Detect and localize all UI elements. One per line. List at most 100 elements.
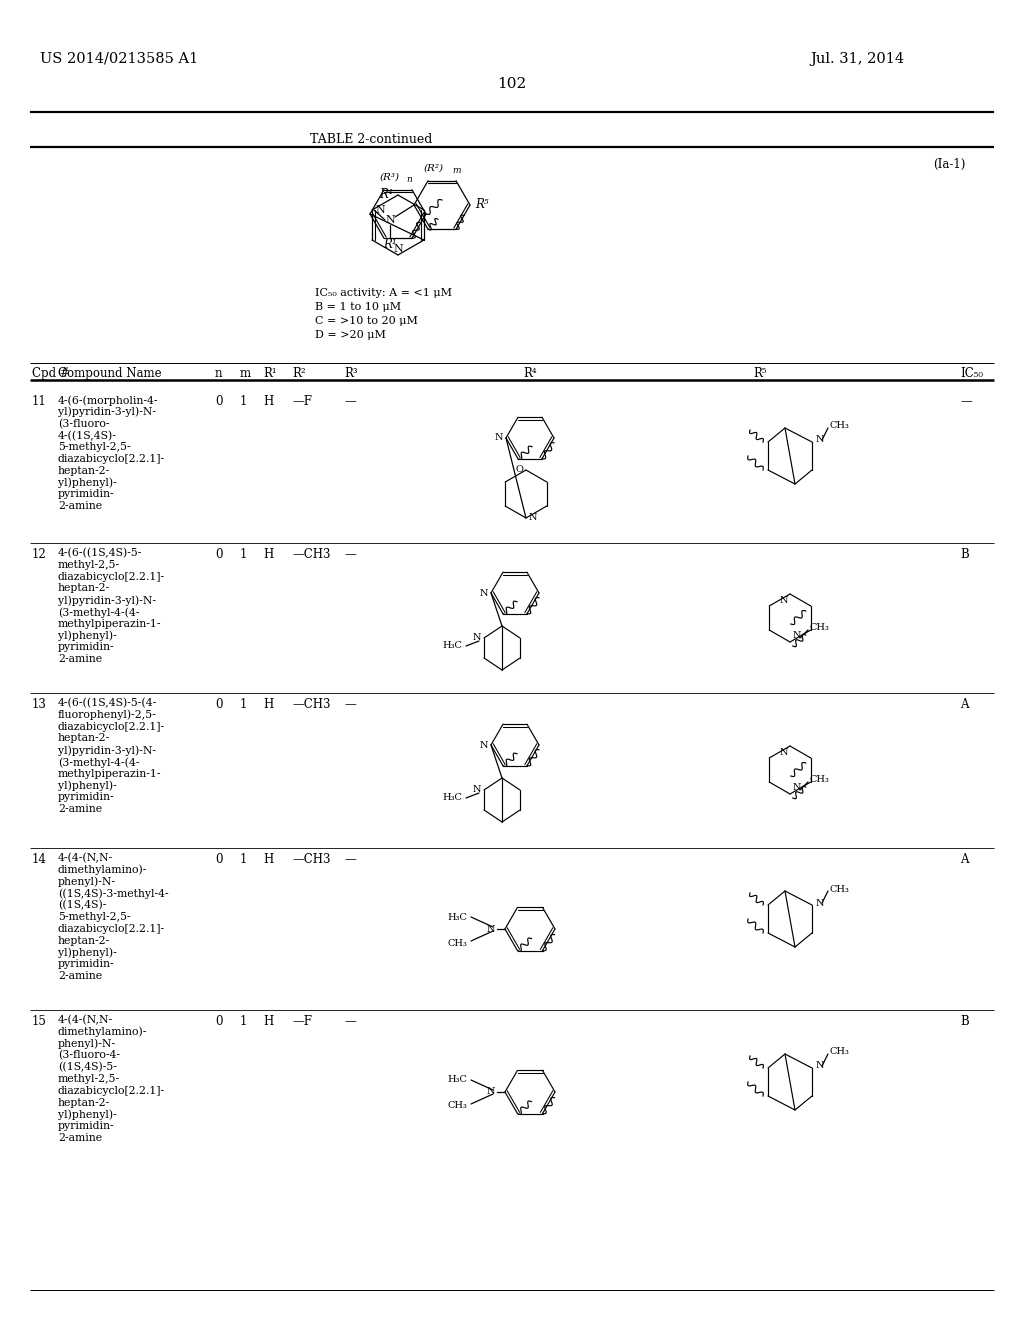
Text: 4-(4-(N,N-: 4-(4-(N,N- <box>58 853 113 863</box>
Text: N: N <box>816 436 824 445</box>
Text: N: N <box>779 748 788 756</box>
Text: 11: 11 <box>32 395 47 408</box>
Text: N: N <box>472 634 481 643</box>
Text: dimethylamino)-: dimethylamino)- <box>58 1027 147 1038</box>
Text: heptan-2-: heptan-2- <box>58 936 111 945</box>
Text: —: — <box>344 548 355 561</box>
Text: R³: R³ <box>344 367 357 380</box>
Text: diazabicyclo[2.2.1]-: diazabicyclo[2.2.1]- <box>58 572 165 582</box>
Text: ((1S,4S)-3-methyl-4-: ((1S,4S)-3-methyl-4- <box>58 888 169 899</box>
Text: CH₃: CH₃ <box>830 421 850 430</box>
Text: —CH3: —CH3 <box>292 853 331 866</box>
Text: ((1S,4S)-5-: ((1S,4S)-5- <box>58 1063 117 1073</box>
Text: (3-fluoro-4-: (3-fluoro-4- <box>58 1051 120 1061</box>
Text: —F: —F <box>292 1015 312 1028</box>
Text: methyl-2,5-: methyl-2,5- <box>58 1074 120 1084</box>
Text: yl)phenyl)-: yl)phenyl)- <box>58 478 117 488</box>
Text: CH₃: CH₃ <box>830 884 850 894</box>
Text: 2-amine: 2-amine <box>58 1133 102 1143</box>
Text: pyrimidin-: pyrimidin- <box>58 792 115 803</box>
Text: pyrimidin-: pyrimidin- <box>58 1121 115 1131</box>
Text: Cpd #: Cpd # <box>32 367 70 380</box>
Text: heptan-2-: heptan-2- <box>58 1098 111 1107</box>
Text: H: H <box>263 1015 273 1028</box>
Text: —: — <box>344 395 355 408</box>
Text: dimethylamino)-: dimethylamino)- <box>58 865 147 875</box>
Text: 4-(6-((1S,4S)-5-: 4-(6-((1S,4S)-5- <box>58 548 142 558</box>
Text: methyl-2,5-: methyl-2,5- <box>58 560 120 570</box>
Text: IC₅₀ activity: A = <1 μM: IC₅₀ activity: A = <1 μM <box>315 288 452 298</box>
Text: 2-amine: 2-amine <box>58 502 102 511</box>
Text: fluorophenyl)-2,5-: fluorophenyl)-2,5- <box>58 710 157 721</box>
Text: 14: 14 <box>32 853 47 866</box>
Text: 0: 0 <box>215 1015 222 1028</box>
Text: H: H <box>263 548 273 561</box>
Text: phenyl)-N-: phenyl)-N- <box>58 1039 116 1049</box>
Text: R⁴: R⁴ <box>523 367 537 380</box>
Text: —F: —F <box>292 395 312 408</box>
Text: pyrimidin-: pyrimidin- <box>58 643 115 652</box>
Text: A: A <box>961 698 969 711</box>
Text: R⁴: R⁴ <box>379 189 393 202</box>
Text: —CH3: —CH3 <box>292 698 331 711</box>
Text: CH₃: CH₃ <box>447 1101 467 1110</box>
Text: ((1S,4S)-: ((1S,4S)- <box>58 900 106 911</box>
Text: N: N <box>479 589 488 598</box>
Text: diazabicyclo[2.2.1]-: diazabicyclo[2.2.1]- <box>58 1086 165 1096</box>
Text: heptan-2-: heptan-2- <box>58 734 111 743</box>
Text: TABLE 2-continued: TABLE 2-continued <box>310 133 432 147</box>
Text: 4-((1S,4S)-: 4-((1S,4S)- <box>58 430 117 441</box>
Text: N: N <box>779 597 788 605</box>
Text: R¹: R¹ <box>383 238 397 251</box>
Text: 12: 12 <box>32 548 47 561</box>
Text: 0: 0 <box>215 395 222 408</box>
Text: R¹: R¹ <box>263 367 276 380</box>
Text: (R³): (R³) <box>380 173 400 182</box>
Text: CH₃: CH₃ <box>447 939 467 948</box>
Text: yl)pyridin-3-yl)-N-: yl)pyridin-3-yl)-N- <box>58 595 156 606</box>
Text: 5-methyl-2,5-: 5-methyl-2,5- <box>58 442 131 453</box>
Text: US 2014/0213585 A1: US 2014/0213585 A1 <box>40 51 199 66</box>
Text: 1: 1 <box>240 548 248 561</box>
Text: N: N <box>793 631 802 640</box>
Text: diazabicyclo[2.2.1]-: diazabicyclo[2.2.1]- <box>58 454 165 465</box>
Text: 5-methyl-2,5-: 5-methyl-2,5- <box>58 912 131 921</box>
Text: n: n <box>406 176 412 183</box>
Text: (R²): (R²) <box>424 164 444 173</box>
Text: B = 1 to 10 μM: B = 1 to 10 μM <box>315 302 401 312</box>
Text: IC₅₀: IC₅₀ <box>961 367 983 380</box>
Text: yl)pyridin-3-yl)-N-: yl)pyridin-3-yl)-N- <box>58 746 156 756</box>
Text: 0: 0 <box>215 548 222 561</box>
Text: N: N <box>486 924 495 933</box>
Text: 4-(6-(morpholin-4-: 4-(6-(morpholin-4- <box>58 395 159 405</box>
Text: N: N <box>495 433 503 442</box>
Text: H: H <box>263 853 273 866</box>
Text: H: H <box>263 698 273 711</box>
Text: H₃C: H₃C <box>447 1076 467 1085</box>
Text: 1: 1 <box>240 395 248 408</box>
Text: (3-methyl-4-(4-: (3-methyl-4-(4- <box>58 607 139 618</box>
Text: 4-(4-(N,N-: 4-(4-(N,N- <box>58 1015 113 1026</box>
Text: N: N <box>479 741 488 750</box>
Text: m: m <box>452 166 461 176</box>
Text: 1: 1 <box>240 698 248 711</box>
Text: diazabicyclo[2.2.1]-: diazabicyclo[2.2.1]- <box>58 924 165 933</box>
Text: yl)pyridin-3-yl)-N-: yl)pyridin-3-yl)-N- <box>58 407 156 417</box>
Text: 13: 13 <box>32 698 47 711</box>
Text: (3-fluoro-: (3-fluoro- <box>58 418 110 429</box>
Text: O: O <box>515 466 523 474</box>
Text: N: N <box>393 244 402 253</box>
Text: 15: 15 <box>32 1015 47 1028</box>
Text: H: H <box>263 395 273 408</box>
Text: R⁵: R⁵ <box>475 198 488 211</box>
Text: pyrimidin-: pyrimidin- <box>58 490 115 499</box>
Text: H₃C: H₃C <box>442 642 462 651</box>
Text: —: — <box>344 853 355 866</box>
Text: CH₃: CH₃ <box>810 623 829 632</box>
Text: 2-amine: 2-amine <box>58 804 102 814</box>
Text: 102: 102 <box>498 77 526 91</box>
Text: N: N <box>529 513 538 523</box>
Text: R²: R² <box>292 367 305 380</box>
Text: 2-amine: 2-amine <box>58 972 102 981</box>
Text: B: B <box>961 548 969 561</box>
